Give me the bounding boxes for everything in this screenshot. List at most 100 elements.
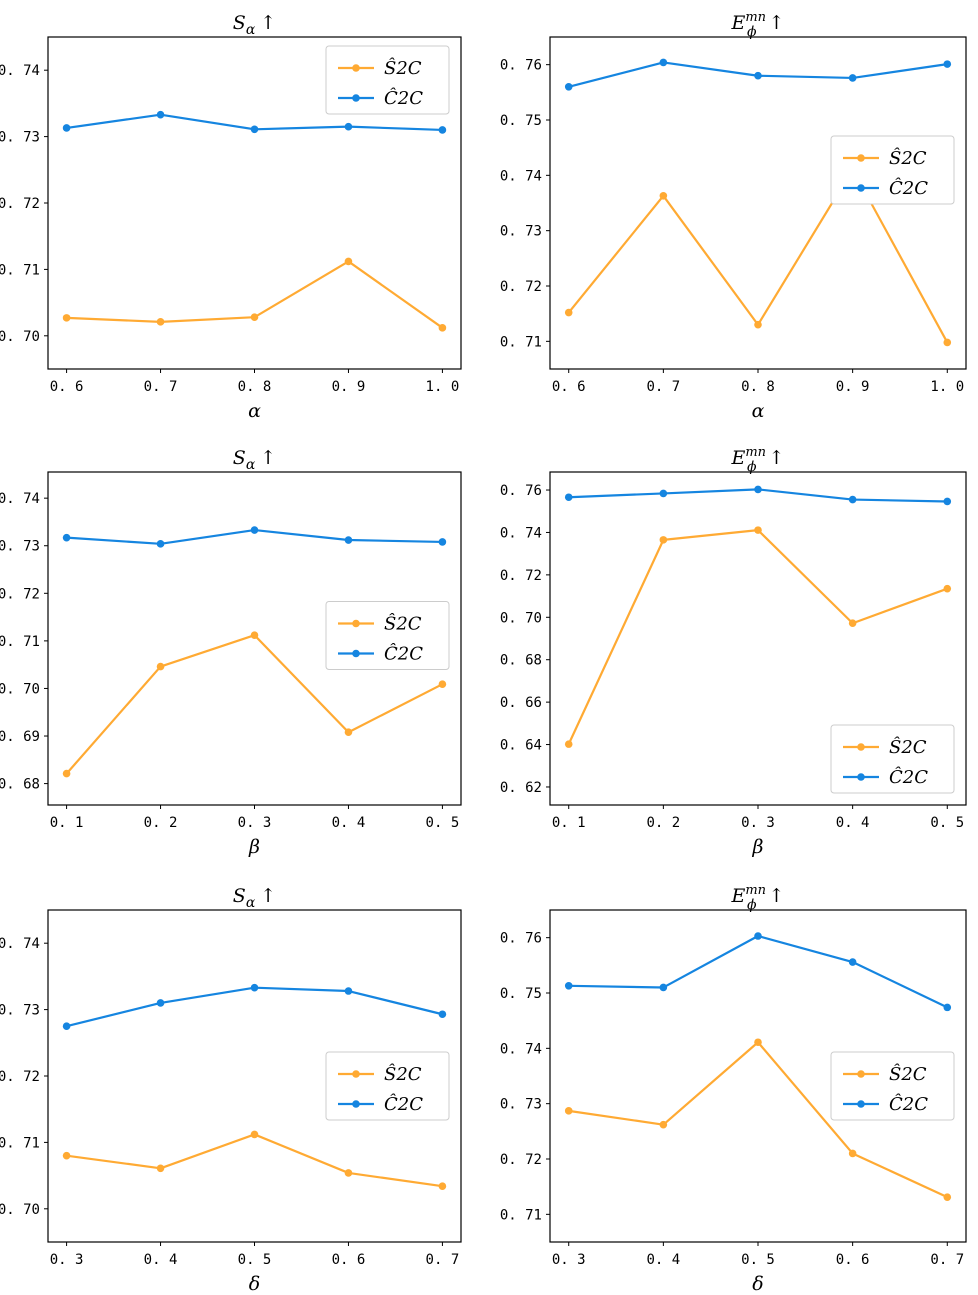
data-point bbox=[438, 126, 447, 134]
data-point bbox=[754, 526, 762, 534]
chart-title-subscript: ϕ bbox=[747, 24, 757, 40]
legend-entry: Ĉ2C bbox=[843, 765, 928, 788]
chart-title-subscript: α bbox=[246, 895, 256, 911]
x-axis-label: β bbox=[248, 836, 260, 858]
data-point bbox=[344, 728, 353, 737]
data-point bbox=[156, 318, 165, 326]
data-point bbox=[943, 497, 952, 506]
legend-entry: Ĉ2C bbox=[338, 86, 423, 109]
data-point bbox=[344, 1169, 353, 1177]
series-c2c bbox=[62, 526, 447, 548]
x-tick-label: 0. 3 bbox=[741, 815, 775, 831]
y-tick-label: 0. 74 bbox=[500, 168, 542, 184]
series-c2c bbox=[564, 58, 952, 91]
data-point bbox=[156, 999, 165, 1007]
x-tick-label: 0. 6 bbox=[50, 379, 84, 395]
chart-title-superscript: mn bbox=[745, 10, 766, 25]
chart-panel-4: Emn ϕ ↑ 0. 62 0. 64 0. 66 0. 68 0. 70 0. 72 0. 74… bbox=[500, 445, 967, 858]
series-s2c bbox=[62, 631, 447, 778]
legend-marker bbox=[352, 619, 360, 628]
series-s2c bbox=[564, 1038, 952, 1201]
legend-marker bbox=[857, 743, 865, 751]
legend-label: Ŝ2C bbox=[384, 56, 422, 79]
y-tick-label: 0. 72 bbox=[0, 586, 40, 602]
x-tick-label: 0. 5 bbox=[930, 815, 964, 831]
legend-marker bbox=[857, 184, 865, 192]
legend-entry: Ŝ2C bbox=[843, 1062, 927, 1085]
legend-label: Ŝ2C bbox=[889, 735, 927, 758]
data-point bbox=[250, 313, 259, 322]
chart-title-arrow: ↑ bbox=[260, 885, 276, 907]
data-point bbox=[564, 308, 573, 317]
data-point bbox=[659, 58, 668, 67]
data-point bbox=[848, 619, 857, 628]
data-point bbox=[848, 958, 857, 966]
legend-label: Ĉ2C bbox=[889, 765, 928, 788]
chart-title-main: E bbox=[730, 12, 745, 34]
data-point bbox=[250, 1130, 259, 1139]
x-tick-label: 0. 1 bbox=[552, 815, 586, 831]
x-tick-label: 0. 9 bbox=[332, 379, 366, 395]
y-tick-label: 0. 72 bbox=[0, 1069, 40, 1085]
chart-title-main: S bbox=[233, 885, 246, 907]
chart-title: Emn ϕ ↑ bbox=[730, 883, 784, 913]
y-tick-label: 0. 64 bbox=[500, 738, 542, 754]
series-c2c bbox=[564, 485, 952, 506]
y-tick-label: 0. 73 bbox=[0, 1003, 40, 1019]
chart-title: Sα ↑ bbox=[233, 447, 276, 473]
x-tick-label: 0. 8 bbox=[238, 379, 272, 395]
legend-label: Ĉ2C bbox=[384, 642, 423, 665]
data-point bbox=[564, 982, 573, 990]
series-c2c bbox=[564, 932, 952, 1012]
series-line bbox=[567, 529, 948, 745]
chart-title-superscript: mn bbox=[745, 883, 766, 898]
series-line bbox=[66, 986, 443, 1028]
chart-title: Sα ↑ bbox=[233, 12, 276, 38]
legend-label: Ŝ2C bbox=[889, 1062, 927, 1085]
legend-marker bbox=[857, 1100, 865, 1108]
x-tick-label: 0. 2 bbox=[144, 815, 178, 831]
y-tick-label: 0. 76 bbox=[500, 483, 542, 499]
data-point bbox=[156, 662, 165, 671]
series-c2c bbox=[62, 983, 447, 1030]
data-point bbox=[438, 1182, 447, 1191]
data-point bbox=[754, 71, 762, 80]
data-point bbox=[564, 1107, 573, 1115]
chart-panel-2: Emn ϕ ↑ 0. 71 0. 72 0. 73 0. 74 0. 75 0. 76 0. 6 0… bbox=[500, 10, 967, 422]
y-tick-label: 0. 75 bbox=[500, 986, 542, 1002]
x-tick-label: 0. 4 bbox=[647, 1252, 681, 1268]
data-point bbox=[943, 1193, 952, 1201]
data-point bbox=[848, 74, 857, 82]
chart-title-subscript: α bbox=[246, 457, 256, 473]
x-tick-label: 0. 6 bbox=[552, 379, 586, 395]
data-point bbox=[156, 540, 165, 548]
x-tick-label: 0. 7 bbox=[930, 1252, 964, 1268]
x-tick-label: 0. 3 bbox=[50, 1252, 84, 1268]
series-s2c bbox=[62, 1130, 447, 1191]
data-point bbox=[156, 110, 165, 119]
legend-label: Ŝ2C bbox=[889, 146, 927, 169]
data-point bbox=[659, 536, 668, 544]
data-point bbox=[344, 987, 353, 995]
x-tick-label: 0. 5 bbox=[741, 1252, 775, 1268]
x-axis-label: α bbox=[248, 400, 261, 422]
chart-title-subscript: α bbox=[246, 22, 256, 38]
x-tick-label: 0. 4 bbox=[144, 1252, 178, 1268]
x-tick-label: 0. 1 bbox=[50, 815, 84, 831]
chart-title-arrow: ↑ bbox=[260, 447, 276, 469]
data-point bbox=[62, 124, 71, 132]
x-tick-label: 0. 3 bbox=[552, 1252, 586, 1268]
data-point bbox=[848, 1149, 857, 1158]
legend-entry: Ĉ2C bbox=[843, 176, 928, 199]
data-point bbox=[659, 1120, 668, 1129]
data-point bbox=[344, 257, 353, 266]
x-axis-label: δ bbox=[752, 1273, 763, 1295]
data-point bbox=[250, 526, 259, 534]
y-tick-label: 0. 70 bbox=[0, 329, 40, 345]
data-point bbox=[943, 1003, 952, 1012]
